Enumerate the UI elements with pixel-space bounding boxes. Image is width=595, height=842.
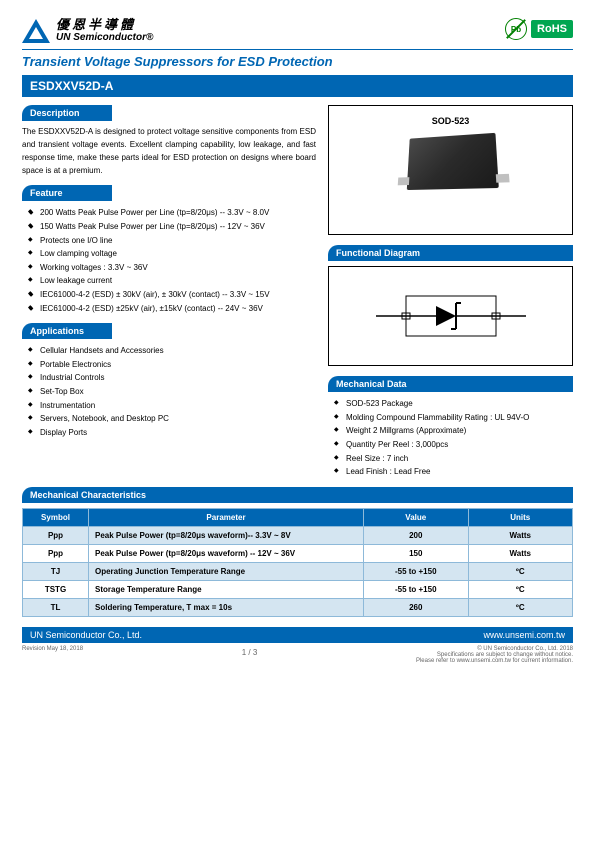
feature-header: Feature [22, 185, 112, 201]
footer-note2: Please refer to www.unsemi.com.tw for cu… [416, 658, 573, 664]
cell-symbol: TL [23, 598, 89, 616]
cell-value: -55 to +150 [364, 562, 469, 580]
cell-units: Watts [468, 526, 573, 544]
mechanical-data-item: Weight 2 Millgrams (Approximate) [328, 424, 573, 438]
footer-company: UN Semiconductor Co., Ltd. [30, 630, 142, 640]
cell-param: Soldering Temperature, T max = 10s [89, 598, 364, 616]
table-row: TL Soldering Temperature, T max = 10s 26… [23, 598, 573, 616]
application-item: Portable Electronics [22, 358, 316, 372]
mechanical-data-item: Reel Size : 7 inch [328, 452, 573, 466]
application-item: Instrumentation [22, 399, 316, 413]
application-item: Set-Top Box [22, 385, 316, 399]
footer-notes: © UN Semiconductor Co., Ltd. 2018 Specif… [416, 646, 573, 664]
application-item: Servers, Notebook, and Desktop PC [22, 412, 316, 426]
description-text: The ESDXXV52D-A is designed to protect v… [22, 126, 316, 177]
table-header-row: Symbol Parameter Value Units [23, 508, 573, 526]
footer-bar: UN Semiconductor Co., Ltd. www.unsemi.co… [22, 627, 573, 643]
company-name-en: UN Semiconductor® [56, 32, 153, 43]
feature-item: Low leakage current [22, 274, 316, 288]
table-row: TSTG Storage Temperature Range -55 to +1… [23, 580, 573, 598]
page-header: 優恩半導體 UN Semiconductor® Pb RoHS [22, 18, 573, 43]
part-number-banner: ESDXXV52D-A [22, 75, 573, 97]
table-row: Ppp Peak Pulse Power (tp=8/20μs waveform… [23, 544, 573, 562]
mechanical-data-item: Lead Finish : Lead Free [328, 465, 573, 479]
company-text: 優恩半導體 UN Semiconductor® [56, 18, 153, 43]
cell-param: Peak Pulse Power (tp=8/20μs waveform)-- … [89, 526, 364, 544]
rohs-badge: RoHS [531, 20, 573, 38]
feature-item: ◆150 Watts Peak Pulse Power per Line (tp… [22, 220, 316, 234]
applications-header: Applications [22, 323, 112, 339]
pb-free-icon: Pb [505, 18, 527, 40]
cell-param: Storage Temperature Range [89, 580, 364, 598]
feature-item: Protects one I/O line [22, 234, 316, 248]
compliance-badges: Pb RoHS [505, 18, 573, 40]
description-header: Description [22, 105, 112, 121]
mechanical-data-header: Mechanical Data [328, 376, 573, 392]
application-item: Display Ports [22, 426, 316, 440]
package-label: SOD-523 [432, 116, 470, 126]
footer-info: Revision May 18, 2018 1 / 3 © UN Semicon… [22, 646, 573, 664]
feature-item: ◆IEC61000-4-2 (ESD) ±25kV (air), ±15kV (… [22, 302, 316, 316]
mech-char-header: Mechanical Characteristics [22, 487, 573, 503]
left-column: Description The ESDXXV52D-A is designed … [22, 105, 316, 487]
cell-symbol: Ppp [23, 526, 89, 544]
page-number: 1 / 3 [242, 648, 258, 664]
datasheet-page: 優恩半導體 UN Semiconductor® Pb RoHS Transien… [0, 0, 595, 674]
table-row: Ppp Peak Pulse Power (tp=8/20μs waveform… [23, 526, 573, 544]
cell-param: Peak Pulse Power (tp=8/20μs waveform) --… [89, 544, 364, 562]
tvs-diode-icon [376, 291, 526, 341]
cell-value: -55 to +150 [364, 580, 469, 598]
footer-note1: Specifications are subject to change wit… [416, 652, 573, 658]
cell-value: 200 [364, 526, 469, 544]
feature-item: Working voltages : 3.3V ~ 36V [22, 261, 316, 275]
col-value: Value [364, 508, 469, 526]
cell-value: 150 [364, 544, 469, 562]
application-item: Industrial Controls [22, 371, 316, 385]
footer-website: www.unsemi.com.tw [483, 630, 565, 640]
content-columns: Description The ESDXXV52D-A is designed … [22, 105, 573, 487]
feature-item: ◆200 Watts Peak Pulse Power per Line (tp… [22, 206, 316, 220]
cell-units: ºC [468, 580, 573, 598]
company-logo-icon [22, 19, 50, 43]
cell-units: ºC [468, 562, 573, 580]
functional-diagram-header: Functional Diagram [328, 245, 573, 261]
feature-list: ◆200 Watts Peak Pulse Power per Line (tp… [22, 206, 316, 315]
col-units: Units [468, 508, 573, 526]
mechanical-data-item: SOD-523 Package [328, 397, 573, 411]
header-divider [22, 49, 573, 50]
cell-symbol: TJ [23, 562, 89, 580]
col-symbol: Symbol [23, 508, 89, 526]
application-item: Cellular Handsets and Accessories [22, 344, 316, 358]
footer-revision: Revision May 18, 2018 [22, 646, 83, 664]
cell-units: ºC [468, 598, 573, 616]
cell-value: 260 [364, 598, 469, 616]
page-footer: UN Semiconductor Co., Ltd. www.unsemi.co… [22, 627, 573, 664]
col-parameter: Parameter [89, 508, 364, 526]
document-title: Transient Voltage Suppressors for ESD Pr… [22, 54, 573, 69]
cell-symbol: Ppp [23, 544, 89, 562]
feature-item: Low clamping voltage [22, 247, 316, 261]
feature-item: ◆IEC61000-4-2 (ESD) ± 30kV (air), ± 30kV… [22, 288, 316, 302]
mechanical-characteristics-table: Symbol Parameter Value Units Ppp Peak Pu… [22, 508, 573, 617]
company-name-cn: 優恩半導體 [56, 18, 153, 32]
mechanical-data-item: Molding Compound Flammability Rating : U… [328, 411, 573, 425]
cell-param: Operating Junction Temperature Range [89, 562, 364, 580]
sod523-package-icon [406, 133, 498, 190]
cell-symbol: TSTG [23, 580, 89, 598]
table-row: TJ Operating Junction Temperature Range … [23, 562, 573, 580]
mechanical-data-list: SOD-523 Package Molding Compound Flammab… [328, 397, 573, 479]
functional-diagram-box [328, 266, 573, 366]
mechanical-data-item: Quantity Per Reel : 3,000pcs [328, 438, 573, 452]
cell-units: Watts [468, 544, 573, 562]
applications-list: Cellular Handsets and Accessories Portab… [22, 344, 316, 439]
right-column: SOD-523 Functional Diagram Mechanical D [328, 105, 573, 487]
logo-area: 優恩半導體 UN Semiconductor® [22, 18, 153, 43]
package-image-box: SOD-523 [328, 105, 573, 235]
